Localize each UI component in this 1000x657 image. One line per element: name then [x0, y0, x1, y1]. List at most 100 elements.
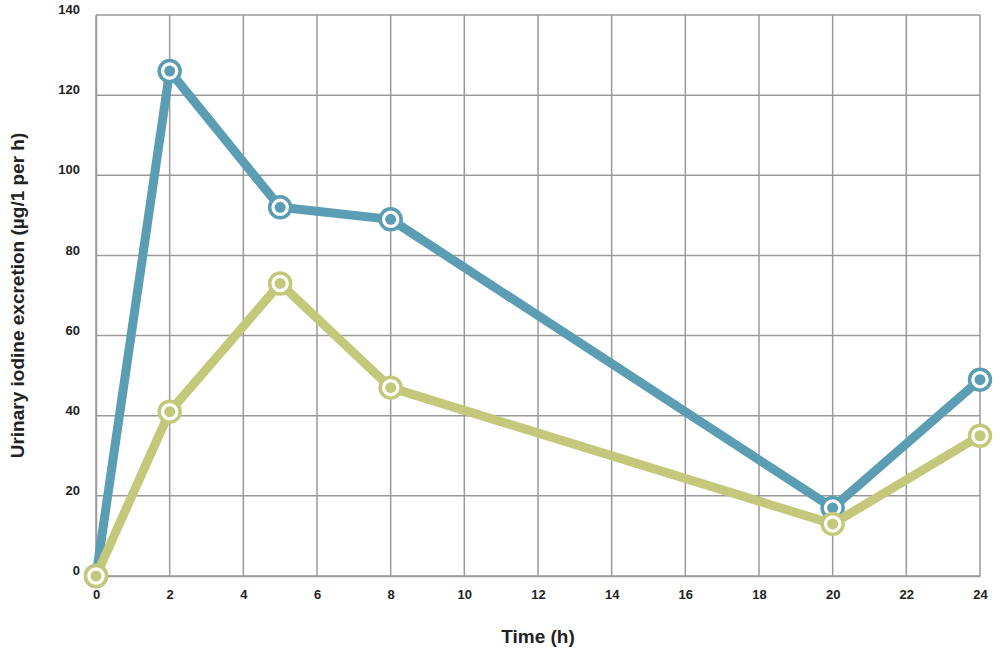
- grid-line-y: [96, 415, 980, 417]
- tick: 40: [66, 403, 96, 418]
- marker-center: [164, 406, 175, 417]
- grid-line-y: [96, 335, 980, 337]
- grid-line-y: [96, 255, 980, 257]
- marker: [380, 377, 401, 398]
- marker: [86, 566, 107, 587]
- marker-group: [970, 425, 991, 446]
- series: [86, 61, 991, 587]
- tick-label: 14: [605, 587, 620, 602]
- tick: 100: [58, 162, 96, 177]
- y-axis-title: Urinary iodine excretion (µg/1 per h): [7, 133, 28, 459]
- tick: 22: [900, 576, 914, 602]
- tick-label: 20: [826, 587, 840, 602]
- grid-line-y: [96, 94, 980, 96]
- marker: [270, 197, 291, 218]
- tick: 60: [66, 323, 96, 338]
- marker-group: [380, 377, 401, 398]
- tick-label: 140: [58, 2, 80, 17]
- tick-label: 4: [240, 587, 248, 602]
- marker-center: [91, 571, 102, 582]
- tick-label: 10: [458, 587, 472, 602]
- grid-line-x: [316, 15, 318, 576]
- x-axis: 024681012141618202224: [93, 576, 989, 602]
- grid-line-x: [906, 15, 908, 576]
- series: [86, 273, 991, 587]
- marker-group: [380, 209, 401, 230]
- grid-line-y: [96, 175, 980, 177]
- tick-label: 18: [752, 587, 766, 602]
- tick-label: 16: [679, 587, 693, 602]
- axis-line: [97, 576, 981, 578]
- line: [96, 283, 980, 576]
- marker-center: [975, 374, 986, 385]
- grid-line-x: [464, 15, 466, 576]
- grid: [96, 15, 980, 576]
- tick-label: 40: [66, 403, 80, 418]
- grid-line-x: [243, 15, 245, 576]
- tick: 24: [973, 576, 988, 602]
- tick-label: 12: [531, 587, 545, 602]
- grid-line-x: [95, 15, 97, 576]
- grid-line-y: [96, 575, 980, 577]
- tick-label: 60: [66, 323, 80, 338]
- grid-line-x: [611, 15, 613, 576]
- tick-label: 0: [73, 563, 80, 578]
- tick: 120: [58, 82, 96, 97]
- tick-label: 120: [58, 82, 80, 97]
- grid-line-x: [390, 15, 392, 576]
- marker-group: [822, 513, 843, 534]
- tick: 80: [66, 243, 96, 258]
- marker-group: [270, 197, 291, 218]
- tick: 4: [240, 576, 248, 602]
- tick: 6: [314, 576, 321, 602]
- line: [96, 71, 980, 576]
- tick-label: 0: [93, 587, 100, 602]
- x-axis-title: Time (h): [501, 626, 575, 647]
- marker-center: [827, 518, 838, 529]
- marker-center: [385, 214, 396, 225]
- marker: [970, 369, 991, 390]
- marker: [159, 401, 180, 422]
- marker: [159, 61, 180, 82]
- marker-group: [970, 369, 991, 390]
- axis-line: [96, 16, 98, 577]
- marker-group: [86, 566, 107, 587]
- tick: 12: [531, 576, 545, 602]
- grid-line-y: [96, 14, 980, 16]
- marker: [970, 425, 991, 446]
- marker-center: [275, 278, 286, 289]
- grid-line-x: [758, 15, 760, 576]
- tick: 2: [167, 576, 174, 602]
- tick: 140: [58, 2, 96, 17]
- tick: 20: [66, 483, 96, 498]
- tick-label: 8: [388, 587, 395, 602]
- marker-center: [164, 66, 175, 77]
- tick-label: 6: [314, 587, 321, 602]
- marker-center: [975, 430, 986, 441]
- tick: 18: [752, 576, 766, 602]
- series-group: [86, 61, 991, 587]
- tick-label: 100: [58, 162, 80, 177]
- tick: 14: [605, 576, 620, 602]
- marker-center: [385, 382, 396, 393]
- marker-center: [91, 571, 102, 582]
- grid-line-x: [979, 15, 981, 576]
- tick-label: 80: [66, 243, 80, 258]
- y-axis: 0 20 40 60 80 100 120 140: [58, 2, 96, 578]
- tick: 8: [388, 576, 395, 602]
- tick-label: 24: [973, 587, 988, 602]
- plot: 024681012141618202224020406080100120140: [58, 2, 990, 602]
- marker-group: [270, 273, 291, 294]
- tick: 10: [458, 576, 472, 602]
- tick: 16: [679, 576, 693, 602]
- tick-label: 22: [900, 587, 914, 602]
- marker: [270, 273, 291, 294]
- grid-line-x: [537, 15, 539, 576]
- tick-label: 20: [66, 483, 80, 498]
- marker: [86, 566, 107, 587]
- grid-line-x: [685, 15, 687, 576]
- marker-group: [86, 566, 107, 587]
- tick-label: 2: [167, 587, 174, 602]
- tick: 20: [826, 576, 840, 602]
- marker-group: [159, 401, 180, 422]
